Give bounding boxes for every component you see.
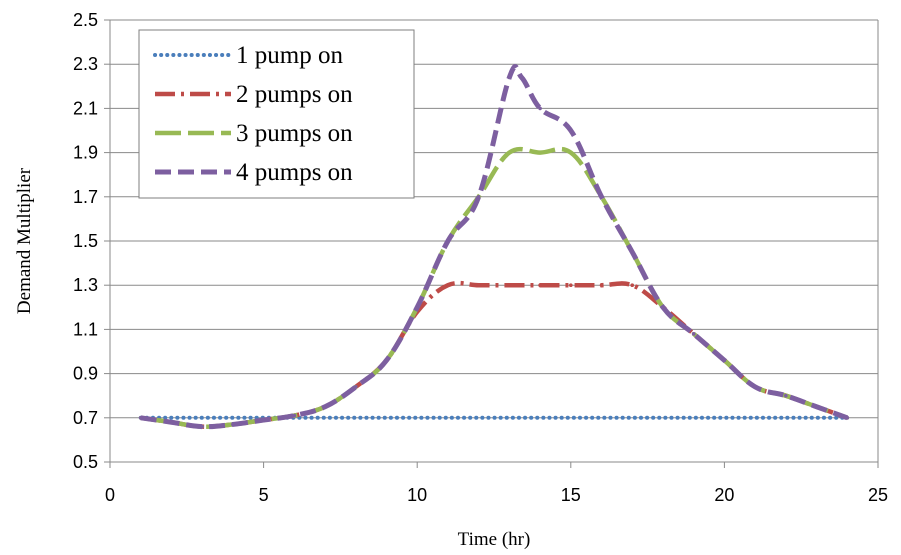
data-point [231,422,235,427]
data-point [507,75,512,80]
data-point [569,150,573,155]
data-point [599,195,604,199]
legend-label: 4 pumps on [236,159,353,186]
data-point [630,250,635,254]
y-tick-labels: 0.5 0.7 0.9 1.1 1.3 1.5 1.7 1.9 2.1 2.3 2.5 [73,10,98,472]
data-point [538,150,542,155]
legend-label: 1 pump on [236,42,343,69]
y-tick-label: 0.9 [73,364,98,384]
legend-label: 2 pumps on [236,81,353,108]
x-tick-label: 0 [105,485,115,505]
data-point [599,283,604,288]
data-point [415,305,420,310]
series-lines [138,64,850,430]
data-point [784,393,788,398]
data-point [384,358,389,363]
data-point [169,420,174,425]
data-point [691,332,696,336]
y-tick-label: 2.3 [73,54,98,74]
data-point [538,283,542,288]
data-point [538,106,542,111]
data-point [753,385,757,389]
data-point [661,305,665,310]
data-point [630,283,635,288]
data-point [446,239,450,243]
x-tick-label: 10 [407,485,427,505]
data-point [722,358,727,363]
data-point [569,128,573,133]
data-point [446,283,450,288]
x-tick-label: 20 [714,485,734,505]
legend: 1 pump on 2 pumps on 3 pumps on 4 pumps on [138,29,415,199]
axes [104,19,879,468]
y-tick-label: 1.5 [73,231,98,251]
data-point [814,404,819,409]
y-tick-label: 1.7 [73,187,98,207]
data-point [292,413,297,418]
data-point [138,416,143,420]
y-tick-label: 1.1 [73,319,98,339]
data-point [323,404,327,409]
data-point [519,75,524,80]
y-tick-label: 1.9 [73,143,98,163]
x-tick-label: 5 [259,485,269,505]
y-tick-label: 2.5 [73,10,98,30]
series-line-2 [140,280,849,429]
data-point [507,150,512,155]
x-tick-labels: 0 5 10 15 20 25 [105,485,888,505]
y-axis-title: Demand Multiplier [14,167,35,314]
data-point [845,416,850,420]
y-tick-label: 1.3 [73,275,98,295]
x-axis-title: Time (hr) [458,529,531,550]
data-point [507,283,512,288]
data-point [476,195,481,199]
y-tick-label: 0.7 [73,408,98,428]
x-tick-label: 25 [868,485,888,505]
data-point [200,424,204,429]
y-tick-label: 0.5 [73,452,98,472]
x-tick-label: 15 [561,485,581,505]
data-point [353,385,358,389]
data-point [476,283,481,288]
y-tick-label: 2.1 [73,98,98,118]
legend-label: 3 pumps on [236,120,353,147]
data-point [569,283,573,288]
data-point [261,418,266,422]
